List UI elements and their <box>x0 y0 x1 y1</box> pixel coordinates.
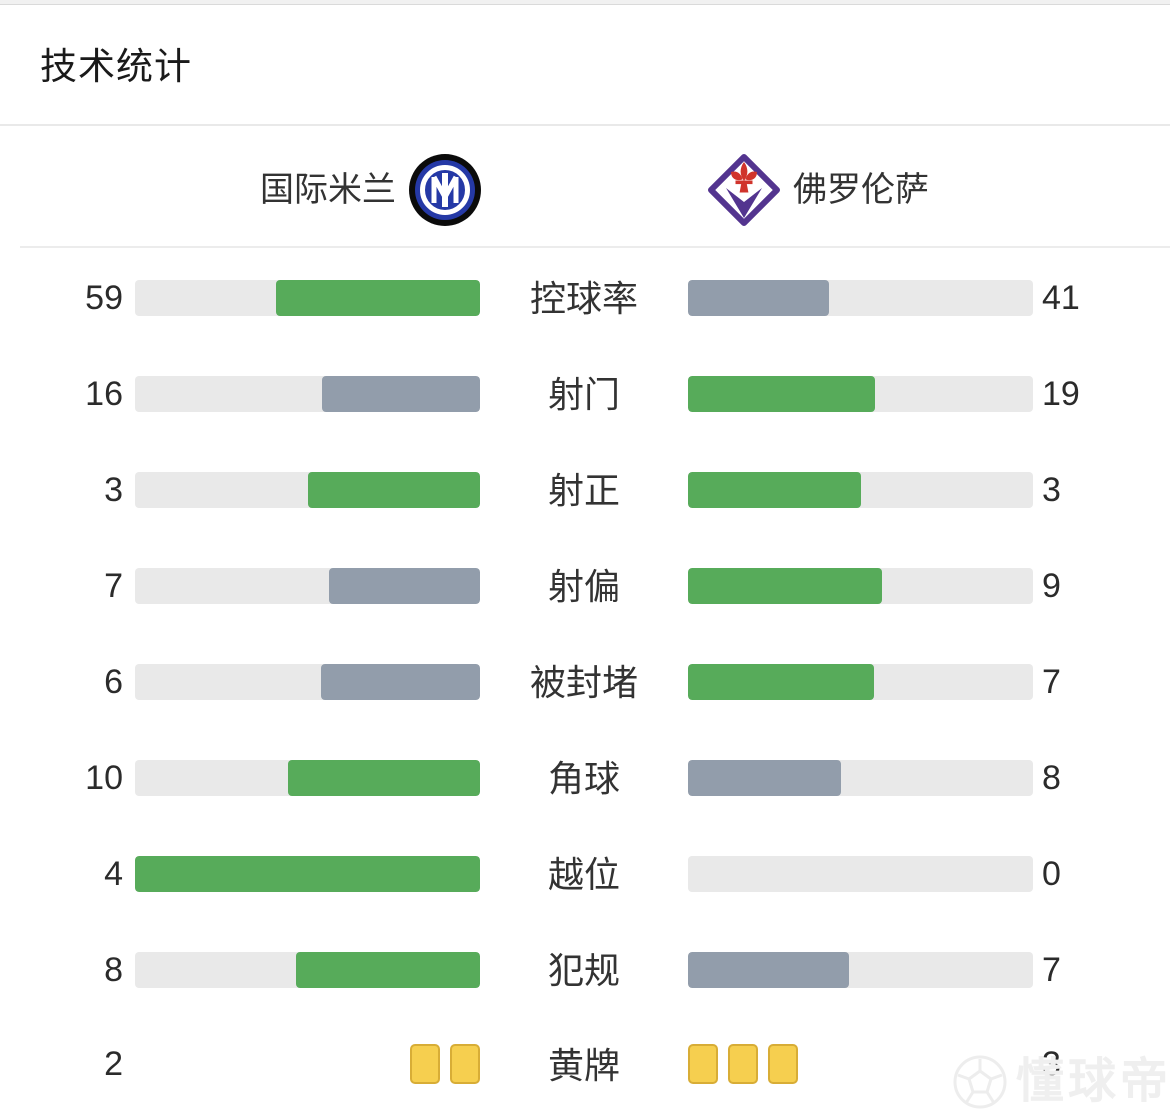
yellow-card-icon <box>728 1044 758 1084</box>
inter-milan-crest-icon <box>409 154 481 226</box>
home-bar-fill <box>307 472 480 508</box>
yellow-card-icon <box>450 1044 480 1084</box>
home-bar-fill <box>288 760 480 796</box>
home-bar <box>135 472 480 508</box>
stat-label: 射偏 <box>547 566 620 607</box>
away-bar <box>688 664 1033 700</box>
watermark: 懂球帝 <box>952 1054 1170 1110</box>
away-bar-fill <box>688 376 876 412</box>
home-bar-fill <box>276 280 480 316</box>
away-team-name: 佛罗伦萨 <box>793 171 929 209</box>
away-bar-fill <box>688 568 883 604</box>
away-bar <box>688 280 1033 316</box>
stat-label: 射正 <box>547 470 620 511</box>
away-yellow-cards <box>688 1044 1033 1084</box>
stat-row-shots-on-target: 3 射正 3 <box>0 470 1170 511</box>
stat-label: 被封堵 <box>529 662 638 703</box>
away-value: 19 <box>1042 375 1080 413</box>
away-bar-fill <box>688 664 874 700</box>
away-bar-fill <box>688 760 842 796</box>
home-value: 7 <box>104 567 123 605</box>
stat-label: 控球率 <box>529 278 638 319</box>
home-value: 6 <box>104 663 123 701</box>
away-value: 3 <box>1042 1045 1061 1083</box>
top-border-band <box>0 0 1170 5</box>
home-value: 3 <box>104 471 123 509</box>
away-value: 0 <box>1042 855 1061 893</box>
home-team-header[interactable]: 国际米兰 <box>0 153 482 227</box>
away-value: 3 <box>1042 471 1061 509</box>
stat-row-shots: 16 射门 19 <box>0 374 1170 415</box>
home-bar <box>135 760 480 796</box>
stat-row-possession: 59 控球率 41 <box>0 278 1170 319</box>
away-value: 8 <box>1042 759 1061 797</box>
away-bar-fill <box>688 472 861 508</box>
yellow-card-icon <box>768 1044 798 1084</box>
stat-row-offsides: 4 越位 0 <box>0 854 1170 895</box>
stat-row-shots-off-target: 7 射偏 9 <box>0 566 1170 607</box>
stat-label: 角球 <box>547 758 620 799</box>
yellow-card-icon <box>688 1044 718 1084</box>
home-bar <box>135 376 480 412</box>
away-bar <box>688 952 1033 988</box>
home-bar-fill <box>322 376 480 412</box>
away-bar <box>688 472 1033 508</box>
stat-row-yellow-cards: 2 黄牌 3 <box>0 1044 1170 1086</box>
home-value: 2 <box>104 1045 123 1083</box>
stat-label: 射门 <box>547 374 620 415</box>
home-bar <box>135 952 480 988</box>
stat-label: 黄牌 <box>547 1045 620 1086</box>
home-value: 59 <box>85 279 123 317</box>
soccer-ball-icon <box>953 1055 1007 1109</box>
stat-label: 犯规 <box>547 950 620 991</box>
page-title: 技术统计 <box>40 46 192 87</box>
home-bar <box>135 280 480 316</box>
away-bar-fill <box>688 280 830 316</box>
home-value: 10 <box>85 759 123 797</box>
fiorentina-crest-icon <box>708 154 780 226</box>
away-bar <box>688 760 1033 796</box>
away-value: 7 <box>1042 951 1061 989</box>
home-bar <box>135 856 480 892</box>
away-bar <box>688 568 1033 604</box>
stat-row-corners: 10 角球 8 <box>0 758 1170 799</box>
yellow-card-icon <box>410 1044 440 1084</box>
header-divider <box>20 246 1170 248</box>
home-value: 4 <box>104 855 123 893</box>
home-bar <box>135 568 480 604</box>
stat-row-fouls: 8 犯规 7 <box>0 950 1170 991</box>
home-yellow-cards <box>135 1044 480 1084</box>
home-value: 8 <box>104 951 123 989</box>
home-team-name: 国际米兰 <box>260 171 396 209</box>
away-value: 41 <box>1042 279 1080 317</box>
title-divider <box>0 124 1170 126</box>
away-bar <box>688 376 1033 412</box>
away-value: 9 <box>1042 567 1061 605</box>
away-team-header[interactable]: 佛罗伦萨 <box>707 153 1170 227</box>
home-bar-fill <box>296 952 480 988</box>
away-bar <box>688 856 1033 892</box>
home-bar-fill <box>320 664 480 700</box>
away-bar-fill <box>688 952 849 988</box>
home-value: 16 <box>85 375 123 413</box>
home-bar-fill <box>329 568 480 604</box>
stat-label: 越位 <box>547 854 620 895</box>
home-bar-fill <box>135 856 480 892</box>
away-value: 7 <box>1042 663 1061 701</box>
stat-row-blocked-shots: 6 被封堵 7 <box>0 662 1170 703</box>
watermark-text: 懂球帝 <box>1016 1055 1170 1108</box>
home-bar <box>135 664 480 700</box>
